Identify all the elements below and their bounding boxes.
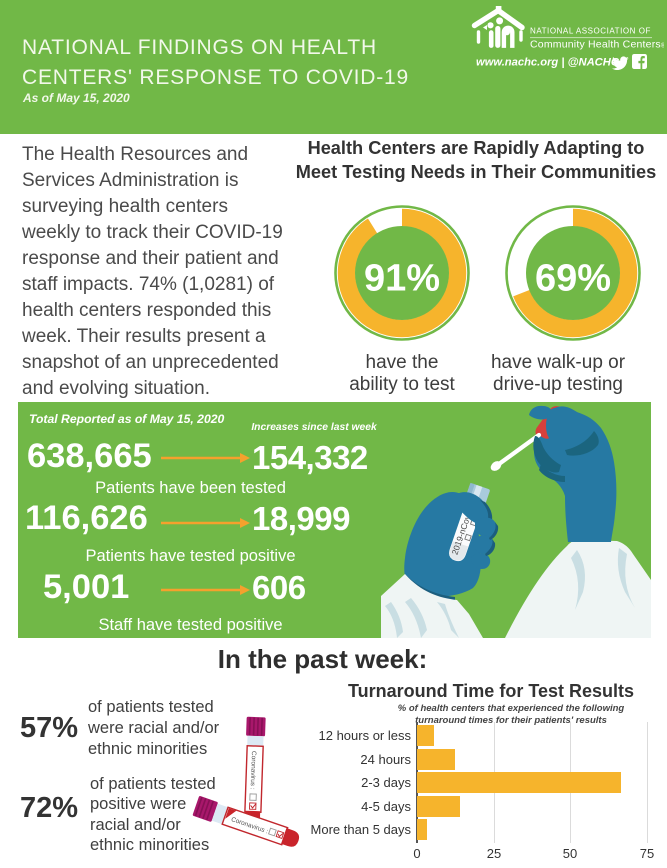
svg-text:www.nachc.org | @NACHC: www.nachc.org | @NACHC: [476, 57, 620, 69]
svg-text:NATIONAL ASSOCIATION OF: NATIONAL ASSOCIATION OF: [530, 27, 651, 36]
svg-text:Coronavirus :: Coronavirus :: [249, 751, 257, 790]
svg-text:Community Health Centers®: Community Health Centers®: [530, 39, 664, 51]
svg-text:91%: 91%: [364, 258, 440, 300]
svg-text:69%: 69%: [535, 258, 611, 300]
